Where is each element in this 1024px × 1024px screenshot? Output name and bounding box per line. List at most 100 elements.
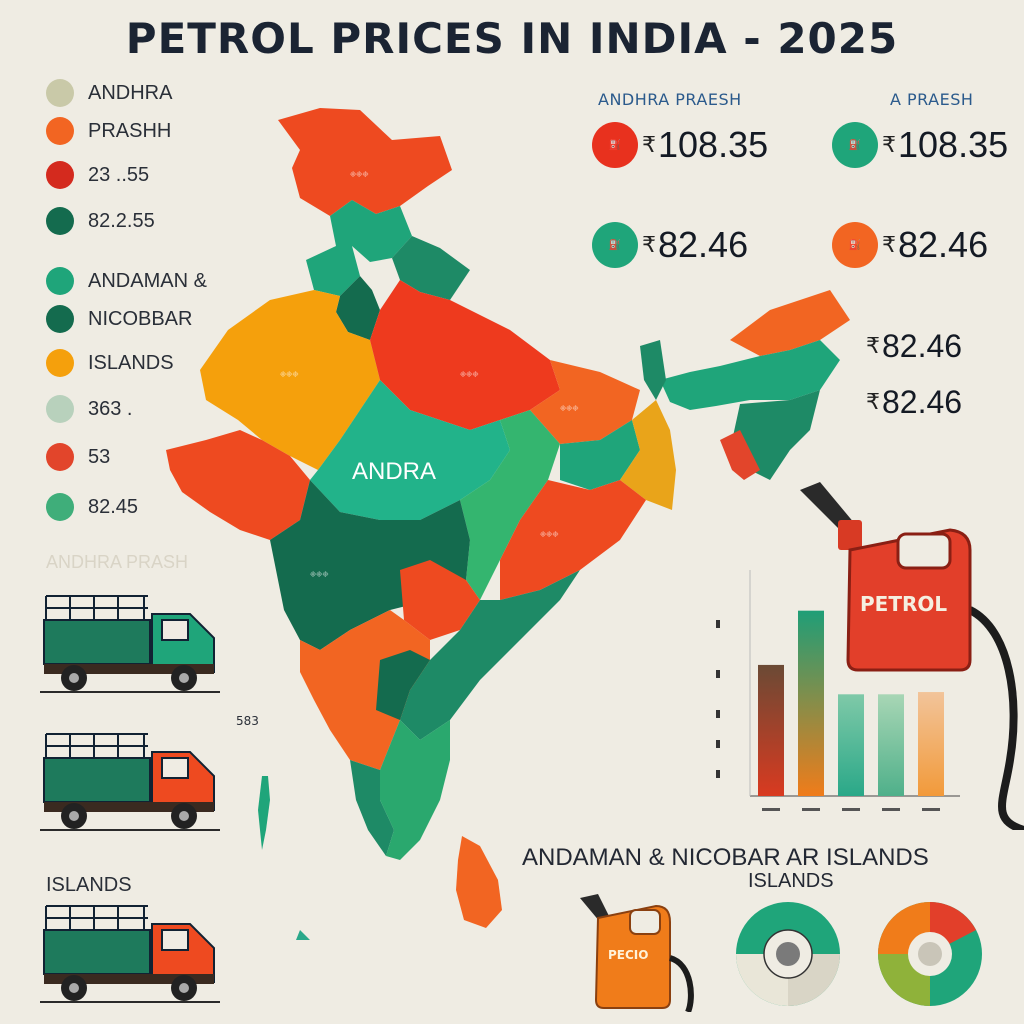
chart-y-tick xyxy=(716,710,720,718)
map-center-label: ANDRA xyxy=(352,458,437,485)
chart-y-tick xyxy=(716,620,720,628)
state-gujarat xyxy=(166,430,310,540)
state-jammu-kashmir xyxy=(278,108,452,216)
petrol-can-label: PETROL xyxy=(860,592,948,616)
state-chhattisgarh xyxy=(460,410,560,600)
pump-icon: ⛽ xyxy=(592,122,638,168)
truck-icon xyxy=(40,595,220,693)
side-number: 583 xyxy=(236,714,259,728)
rupee-symbol: ₹ xyxy=(866,334,880,359)
state-andhra-pradesh xyxy=(400,570,580,740)
legend-label: 23 ..55 xyxy=(88,163,150,186)
legend-swatch xyxy=(46,79,74,107)
small-petrol-can xyxy=(580,894,694,1012)
truck-icon xyxy=(40,905,220,1003)
legend-item: 82.45 xyxy=(46,490,138,524)
islands-lakshadweep xyxy=(258,776,270,850)
legend-faded-label: ANDHRA PRASH xyxy=(46,552,189,572)
pump-icon: ⛽ xyxy=(592,222,638,268)
bottom-title-line2: ISLANDS xyxy=(748,870,834,892)
price-entry: ⛽ ₹108.35 xyxy=(832,122,1008,168)
legend-swatch xyxy=(46,443,74,471)
pump-hose xyxy=(968,606,1024,830)
legend-label: 53 xyxy=(88,445,111,468)
legend-item: 23 ..55 xyxy=(46,158,149,192)
india-map xyxy=(166,108,850,940)
state-madhya-pradesh xyxy=(310,380,510,520)
legend-label: 82.2.55 xyxy=(88,209,155,232)
state-label: ፠፠፠ xyxy=(280,370,299,380)
truck-caption: ISLANDS xyxy=(46,874,132,896)
chart-tick-mark xyxy=(882,808,900,811)
state-punjab xyxy=(306,246,360,296)
price-entry: ₹82.46 xyxy=(866,384,962,421)
state-rajasthan xyxy=(200,290,380,470)
state-odisha xyxy=(500,480,646,600)
legend-swatch xyxy=(46,395,74,423)
price-value: 108.35 xyxy=(658,124,769,165)
rupee-symbol: ₹ xyxy=(866,390,880,415)
petrol-can xyxy=(800,482,1024,830)
state-label: ፠፠፠ xyxy=(560,404,579,414)
islands-small xyxy=(296,930,310,940)
chart-tick-mark xyxy=(762,808,780,811)
rupee-symbol: ₹ xyxy=(642,132,656,158)
legend-item: PRASHH xyxy=(46,114,171,148)
price-entry: ₹82.46 xyxy=(866,328,962,365)
state-uttar-pradesh xyxy=(370,280,560,430)
price-value: 108.35 xyxy=(898,124,1009,165)
chart-bar xyxy=(838,694,864,796)
state-jharkhand xyxy=(560,420,640,490)
chart-y-tick xyxy=(716,770,720,778)
page-title: PETROL PRICES IN INDIA - 2025 xyxy=(125,14,899,63)
pie-icon-multicolor xyxy=(878,902,982,1006)
state-uttarakhand xyxy=(392,236,470,300)
state-label: ፠፠፠ xyxy=(460,370,479,380)
chart-bar xyxy=(878,694,904,796)
price-entry: ⛽ ₹108.35 xyxy=(592,122,768,168)
truck-icon xyxy=(40,733,220,831)
state-assam xyxy=(660,340,840,410)
rupee-symbol: ₹ xyxy=(642,232,656,258)
legend-swatch xyxy=(46,349,74,377)
state-label: ፠፠፠ xyxy=(540,530,559,540)
state-tamil-nadu xyxy=(380,720,450,860)
price-bar-chart xyxy=(716,570,960,811)
pie-icon-green xyxy=(736,902,840,1006)
small-can-label: PECIO xyxy=(608,948,649,962)
legend-swatch xyxy=(46,161,74,189)
legend-label: 82.45 xyxy=(88,495,139,518)
state-label: ፠፠፠ xyxy=(310,570,329,580)
chart-y-tick xyxy=(716,740,720,748)
legend-label: ANDHRA xyxy=(88,81,173,104)
legend-swatch xyxy=(46,207,74,235)
state-sikkim xyxy=(640,340,666,400)
legend-item: 82.2.55 xyxy=(46,204,155,238)
state-label: ፠፠፠ xyxy=(350,170,369,180)
price-value: 82.46 xyxy=(898,224,989,265)
legend-swatch xyxy=(46,493,74,521)
legend-item: ANDHRA xyxy=(46,76,172,110)
price-entry: ⛽ ₹82.46 xyxy=(592,222,748,268)
state-arunachal xyxy=(730,290,850,356)
price-value: 82.46 xyxy=(882,328,963,364)
legend-label: PRASHH xyxy=(88,119,172,142)
state-maharashtra xyxy=(270,480,470,650)
legend-swatch xyxy=(46,305,74,333)
legend-item: ANDAMAN & xyxy=(46,264,207,298)
legend-item: 363 . xyxy=(46,392,132,426)
legend-swatch xyxy=(46,117,74,145)
pump-icon: ⛽ xyxy=(832,122,878,168)
chart-tick-mark xyxy=(842,808,860,811)
rupee-symbol: ₹ xyxy=(882,232,896,258)
state-haryana xyxy=(336,276,380,340)
state-bihar xyxy=(530,360,640,444)
chart-bar xyxy=(758,664,784,796)
price-value: 82.46 xyxy=(658,224,749,265)
rupee-symbol: ₹ xyxy=(882,132,896,158)
legend-item: 53 xyxy=(46,440,110,474)
chart-tick-mark xyxy=(922,808,940,811)
legend-item: NICOBBAR xyxy=(46,302,192,336)
legend-label: ANDAMAN & xyxy=(88,269,207,292)
legend-label: 363 . xyxy=(88,397,133,420)
